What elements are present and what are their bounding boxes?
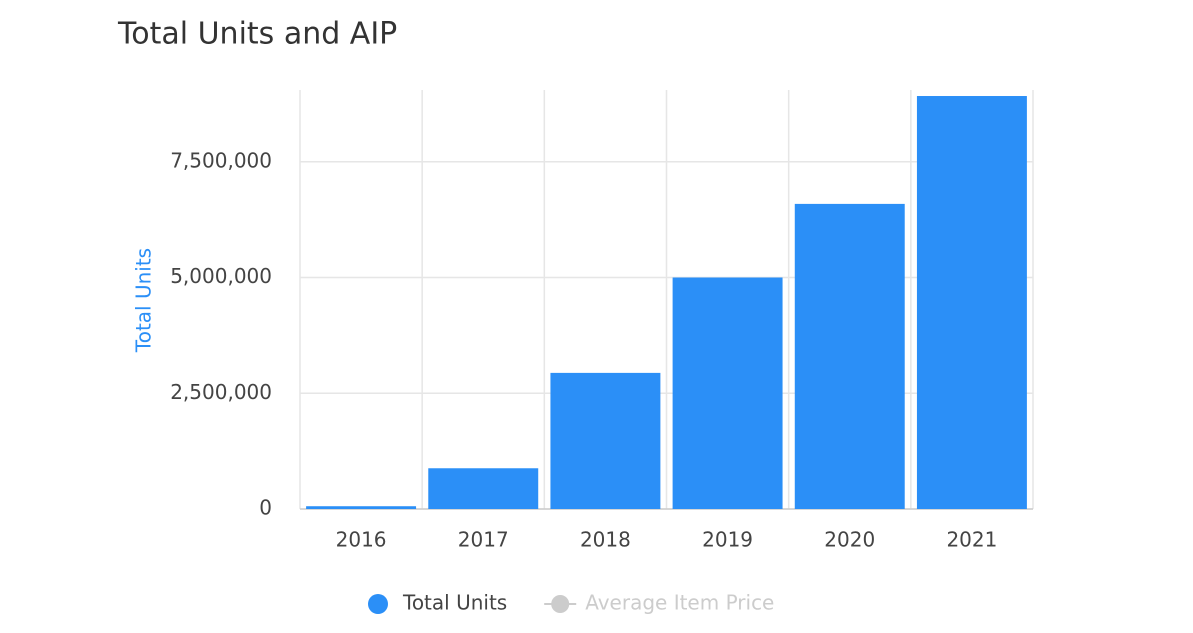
x-tick-label: 2018 — [580, 528, 631, 552]
chart-title: Total Units and AIP — [117, 17, 397, 52]
bar — [428, 468, 539, 509]
x-tick-label: 2016 — [336, 528, 387, 552]
x-tick-label: 2017 — [458, 528, 509, 552]
bar — [550, 372, 661, 509]
y-tick-label: 2,500,000 — [170, 380, 272, 404]
bar — [916, 96, 1027, 509]
x-tick-label: 2020 — [824, 528, 875, 552]
legend-label: Total Units — [402, 591, 507, 615]
x-tick-label: 2021 — [946, 528, 997, 552]
x-tick-label: 2019 — [702, 528, 753, 552]
bar — [672, 277, 783, 509]
y-tick-label: 0 — [259, 496, 272, 520]
legend-symbol — [551, 595, 570, 613]
legend-symbol — [368, 594, 388, 614]
y-tick-label: 5,000,000 — [170, 264, 272, 288]
bar — [306, 506, 417, 509]
y-tick-label: 7,500,000 — [170, 148, 272, 172]
legend-label: Average Item Price — [585, 591, 774, 615]
y-axis-title: Total Units — [132, 248, 156, 353]
bar — [794, 203, 905, 509]
